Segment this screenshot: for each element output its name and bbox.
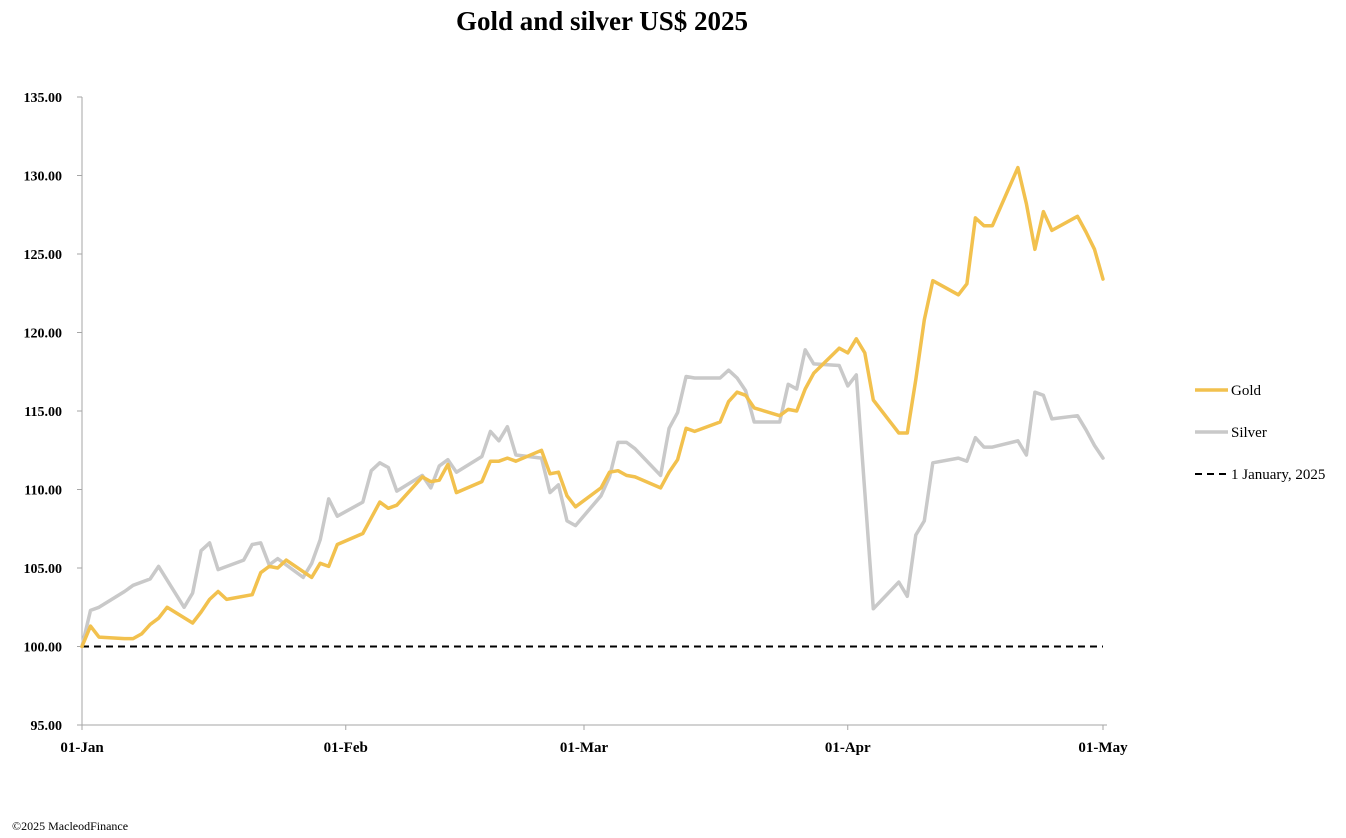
copyright-credit: ©2025 MacleodFinance (12, 819, 128, 833)
series-line-silver (80, 348, 1105, 649)
series-layer (80, 165, 1105, 649)
x-tick-label: 01-May (1078, 740, 1128, 756)
y-tick-label: 110.00 (24, 484, 62, 499)
legend-label-1-january-2025: 1 January, 2025 (1231, 467, 1325, 483)
y-tick-label: 135.00 (24, 91, 63, 106)
axes: 95.00 100.00 105.00 110.00 115.00 120.00 125.0… (24, 91, 1129, 756)
legend-label-gold: Gold (1231, 383, 1262, 399)
y-tick-label: 125.00 (24, 248, 63, 263)
y-tick-label: 95.00 (31, 719, 63, 734)
legend-label-silver: Silver (1231, 425, 1267, 441)
series-line-gold (80, 165, 1105, 649)
legend: Gold Silver 1 January, 2025 (1195, 383, 1325, 483)
x-tick-label: 01-Apr (825, 740, 871, 756)
x-tick-label: 01-Feb (324, 740, 368, 756)
y-tick-label: 105.00 (24, 562, 63, 577)
chart-title: Gold and silver US$ 2025 (456, 6, 748, 36)
y-tick-label: 120.00 (24, 327, 63, 342)
x-tick-label: 01-Jan (60, 740, 104, 756)
x-tick-label: 01-Mar (560, 740, 609, 756)
y-tick-label: 100.00 (24, 641, 63, 656)
y-tick-label: 130.00 (24, 170, 63, 185)
y-tick-label: 115.00 (24, 405, 62, 420)
